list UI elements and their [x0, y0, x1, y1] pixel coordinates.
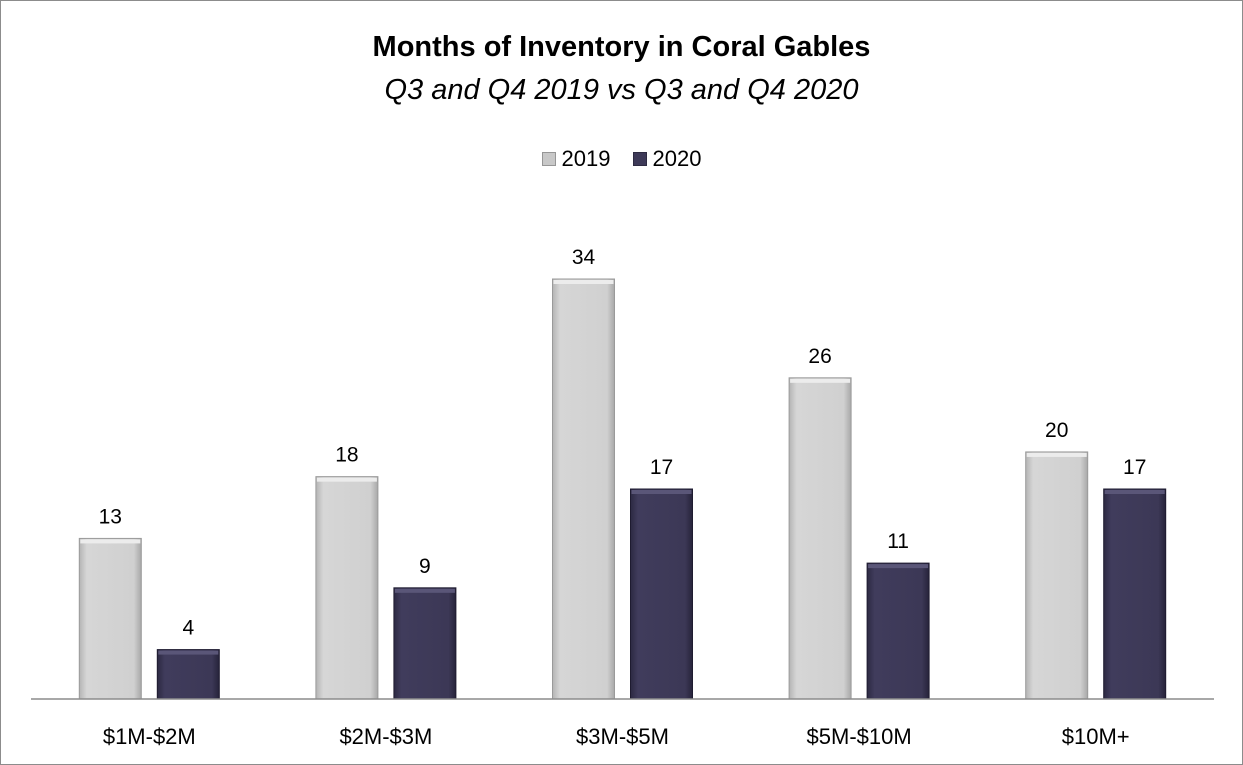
bar-2020-1	[393, 587, 457, 700]
bar-2019-2	[552, 278, 615, 700]
bar-bevel-2019-1	[316, 477, 377, 482]
chart-title: Months of Inventory in Coral Gables	[372, 31, 871, 63]
bar-bevel-2020-1	[394, 588, 455, 593]
bar-2020-0	[156, 649, 220, 700]
x-tick-label-0: $1M-$2M	[103, 724, 196, 749]
bar-2019-0	[78, 537, 142, 700]
x-tick-label-1: $2M-$3M	[339, 724, 432, 749]
data-label-2019-2: 34	[572, 246, 596, 269]
bar-bevel-2020-3	[868, 564, 929, 569]
legend-label-2019: 2019	[561, 146, 611, 171]
bar-bevel-2020-2	[631, 490, 692, 494]
bar-2019-1	[315, 476, 379, 700]
chart-subtitle: Q3 and Q4 2019 vs Q3 and Q4 2020	[384, 74, 859, 106]
bar-2020-2	[630, 488, 693, 700]
data-label-2020-0: 4	[182, 617, 194, 640]
bar-bevel-2019-2	[553, 280, 614, 284]
x-tick-label-2: $3M-$5M	[576, 724, 669, 749]
bar-2020-3	[866, 562, 930, 700]
bar-2019-3	[788, 377, 852, 700]
legend-item-2019: 2019	[541, 146, 611, 172]
bar-2020-4	[1103, 488, 1167, 700]
data-label-2020-3: 11	[887, 530, 909, 553]
data-label-2019-3: 26	[808, 345, 831, 368]
legend-swatch-2020	[632, 152, 647, 166]
bar-bevel-2019-0	[80, 539, 141, 544]
x-tick-label-3: $5M-$10M	[807, 724, 912, 749]
legend-item-2020: 2020	[632, 146, 702, 172]
data-label-2019-1: 18	[335, 444, 358, 467]
legend-swatch-2019	[541, 152, 556, 166]
bar-bevel-2020-4	[1104, 490, 1165, 494]
x-tick-label-4: $10M+	[1062, 724, 1130, 749]
legend-label-2020: 2020	[652, 146, 702, 171]
data-label-2020-4: 17	[1123, 456, 1146, 479]
data-label-2020-1: 9	[419, 555, 431, 578]
bar-bevel-2020-0	[158, 650, 219, 655]
legend: 2019 2020	[1, 146, 1242, 172]
data-label-2020-2: 17	[650, 456, 673, 479]
bar-bevel-2019-3	[790, 378, 851, 383]
bar-2019-4	[1025, 451, 1089, 700]
data-label-2019-4: 20	[1045, 419, 1068, 442]
data-label-2019-0: 13	[99, 505, 122, 528]
bar-bevel-2019-4	[1026, 452, 1087, 457]
